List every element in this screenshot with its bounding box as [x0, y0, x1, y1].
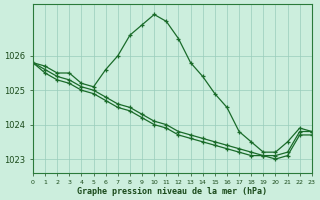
X-axis label: Graphe pression niveau de la mer (hPa): Graphe pression niveau de la mer (hPa) — [77, 187, 268, 196]
